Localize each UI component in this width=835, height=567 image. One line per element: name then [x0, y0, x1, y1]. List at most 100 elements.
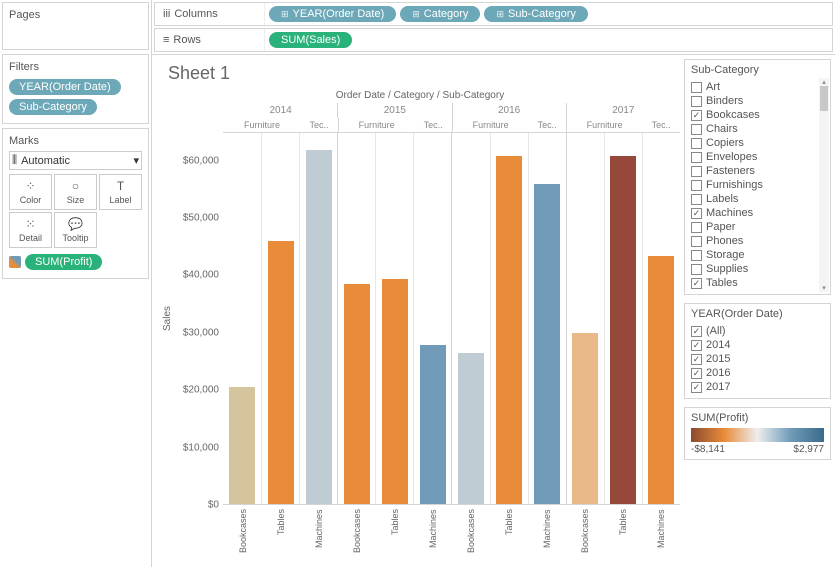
rows-icon: ≡: [163, 34, 169, 46]
marks-color-button[interactable]: ⁘Color: [9, 174, 52, 210]
y-tick-label: $20,000: [183, 385, 219, 396]
x-axis-label: Machines: [300, 505, 338, 567]
category-header: Tec..: [642, 118, 680, 132]
checkbox-icon: [691, 138, 702, 149]
bar[interactable]: [648, 256, 674, 504]
year-filter-item[interactable]: ✓2014: [691, 338, 824, 352]
checkbox-icon: ✓: [691, 354, 702, 365]
checkbox-icon: [691, 180, 702, 191]
marks-profit-pill[interactable]: SUM(Profit): [25, 254, 102, 270]
marks-type-select[interactable]: ⫼Automatic ▾: [9, 151, 142, 170]
year-filter-item[interactable]: ✓2017: [691, 380, 824, 394]
bar[interactable]: [610, 156, 636, 504]
x-axis-label: Machines: [642, 505, 680, 567]
bar[interactable]: [306, 150, 332, 504]
columns-shelf[interactable]: iiiColumns ⊞YEAR(Order Date)⊞Category⊞Su…: [154, 2, 833, 26]
bar[interactable]: [344, 284, 370, 504]
pages-card: Pages: [2, 2, 149, 50]
bar[interactable]: [382, 279, 408, 504]
marks-card: Marks ⫼Automatic ▾ ⁘Color○SizeTLabel ⁙Det…: [2, 128, 149, 279]
y-tick-label: $0: [208, 500, 219, 511]
checkbox-icon: [691, 222, 702, 233]
year-filter-item[interactable]: ✓(All): [691, 324, 824, 338]
bar[interactable]: [420, 345, 446, 504]
filters-title: Filters: [9, 61, 142, 73]
bar[interactable]: [572, 333, 598, 504]
subcategory-filter-item[interactable]: Storage: [691, 248, 816, 262]
profit-min-label: -$8,141: [691, 444, 725, 455]
subcategory-filter-item[interactable]: Binders: [691, 94, 816, 108]
subcategory-filter-item[interactable]: ✓Bookcases: [691, 108, 816, 122]
category-header: Tec..: [414, 118, 452, 132]
x-axis-label: Tables: [604, 505, 642, 567]
profit-legend-card: SUM(Profit) -$8,141 $2,977: [684, 407, 831, 460]
year-header: 2016: [452, 103, 566, 118]
subcategory-filter-item[interactable]: Paper: [691, 220, 816, 234]
subcategory-filter-item[interactable]: Labels: [691, 192, 816, 206]
expand-icon: ⊞: [281, 9, 289, 20]
checkbox-icon: [691, 194, 702, 205]
year-filter-card: YEAR(Order Date) ✓(All)✓2014✓2015✓2016✓2…: [684, 303, 831, 399]
scroll-down-icon[interactable]: ▾: [819, 284, 829, 292]
checkbox-icon: [691, 166, 702, 177]
bar[interactable]: [496, 156, 522, 504]
subcategory-filter-item[interactable]: Copiers: [691, 136, 816, 150]
checkbox-icon: [691, 152, 702, 163]
subcategory-filter-item[interactable]: Art: [691, 80, 816, 94]
chart-subtitle: Order Date / Category / Sub-Category: [160, 90, 680, 101]
marks-title: Marks: [9, 135, 142, 147]
year-header: 2015: [337, 103, 451, 118]
size-icon: ○: [72, 179, 79, 193]
marks-detail-button[interactable]: ⁙Detail: [9, 212, 52, 248]
chart-bars[interactable]: [223, 132, 680, 505]
scrollbar[interactable]: ▴ ▾: [819, 78, 829, 292]
shelf-pill[interactable]: ⊞Sub-Category: [484, 6, 587, 22]
tooltip-icon: 💬: [68, 217, 83, 231]
subcategory-filter-title: Sub-Category: [691, 64, 816, 76]
subcategory-filter-item[interactable]: Phones: [691, 234, 816, 248]
filter-pill[interactable]: Sub-Category: [9, 99, 97, 115]
marks-tooltip-button[interactable]: 💬Tooltip: [54, 212, 97, 248]
checkbox-icon: ✓: [691, 368, 702, 379]
y-tick-label: $40,000: [183, 270, 219, 281]
rows-shelf[interactable]: ≡Rows SUM(Sales): [154, 28, 833, 52]
marks-label-button[interactable]: TLabel: [99, 174, 142, 210]
marks-size-button[interactable]: ○Size: [54, 174, 97, 210]
bar[interactable]: [534, 184, 560, 504]
year-filter-item[interactable]: ✓2016: [691, 366, 824, 380]
subcategory-filter-card: Sub-Category ArtBinders✓BookcasesChairsC…: [684, 59, 831, 295]
subcategory-filter-item[interactable]: Fasteners: [691, 164, 816, 178]
y-tick-label: $50,000: [183, 213, 219, 224]
checkbox-icon: ✓: [691, 278, 702, 289]
subcategory-filter-item[interactable]: Envelopes: [691, 150, 816, 164]
checkbox-icon: [691, 124, 702, 135]
shelf-pill[interactable]: ⊞YEAR(Order Date): [269, 6, 396, 22]
scrollbar-thumb[interactable]: [820, 86, 828, 111]
subcategory-filter-item[interactable]: ✓Machines: [691, 206, 816, 220]
filter-pill[interactable]: YEAR(Order Date): [9, 79, 121, 95]
scroll-up-icon[interactable]: ▴: [819, 78, 829, 86]
year-filter-title: YEAR(Order Date): [691, 308, 824, 320]
checkbox-icon: ✓: [691, 326, 702, 337]
shelf-pill[interactable]: ⊞Category: [400, 6, 480, 22]
checkbox-icon: ✓: [691, 110, 702, 121]
x-axis-label: Tables: [262, 505, 300, 567]
bar[interactable]: [458, 353, 484, 504]
bar[interactable]: [268, 241, 294, 504]
columns-icon: iii: [163, 8, 170, 20]
subcategory-filter-item[interactable]: Supplies: [691, 262, 816, 276]
color-icon: ⁘: [25, 179, 35, 193]
category-header: Furniture: [453, 118, 528, 132]
pages-title: Pages: [9, 9, 142, 21]
y-tick-label: $60,000: [183, 155, 219, 166]
year-header: 2014: [224, 103, 337, 118]
chevron-down-icon: ▾: [133, 154, 139, 167]
subcategory-filter-item[interactable]: Furnishings: [691, 178, 816, 192]
subcategory-filter-item[interactable]: ✓Tables: [691, 276, 816, 290]
shelf-pill[interactable]: SUM(Sales): [269, 32, 352, 48]
sheet-title: Sheet 1: [168, 63, 680, 84]
subcategory-filter-item[interactable]: Chairs: [691, 122, 816, 136]
bar[interactable]: [229, 387, 256, 504]
profit-max-label: $2,977: [793, 444, 824, 455]
year-filter-item[interactable]: ✓2015: [691, 352, 824, 366]
